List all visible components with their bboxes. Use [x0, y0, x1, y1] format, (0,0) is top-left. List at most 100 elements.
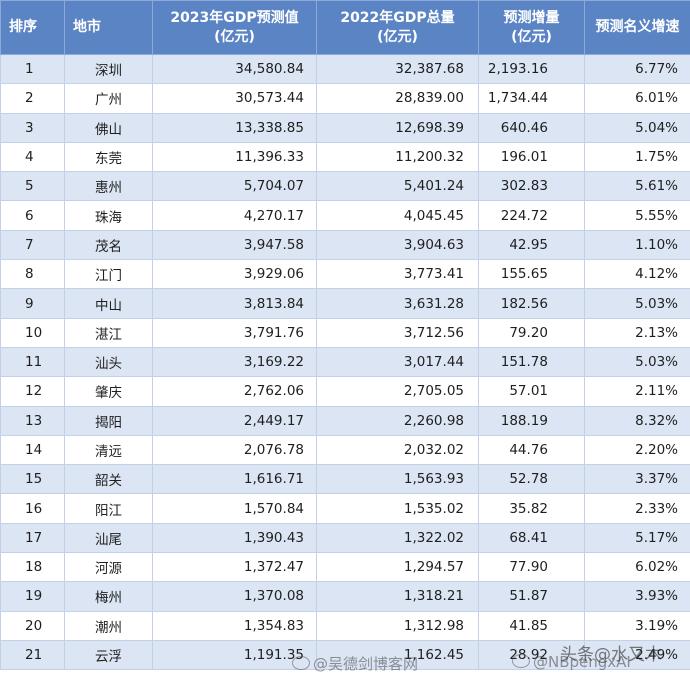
- cell-increase: 42.95: [478, 229, 585, 261]
- header-gdp2023: 2023年GDP预测值 (亿元): [152, 0, 317, 55]
- header-rank: 排序: [0, 0, 65, 55]
- cell-growth: 2.49%: [584, 639, 690, 671]
- weibo-logo-icon: [512, 654, 530, 668]
- cell-gdp2022: 3,904.63: [316, 229, 479, 261]
- cell-rank: 10: [0, 317, 65, 348]
- cell-increase: 44.76: [478, 434, 585, 466]
- cell-increase: 51.87: [478, 581, 585, 612]
- cell-rank: 6: [0, 200, 65, 231]
- cell-rank: 11: [0, 346, 65, 378]
- cell-increase: 35.82: [478, 493, 585, 524]
- cell-city: 中山: [64, 288, 153, 319]
- cell-rank: 18: [0, 552, 65, 583]
- cell-city: 深圳: [64, 53, 153, 85]
- table-row: 14 清远 2,076.78 2,032.02 44.76 2.20%: [0, 434, 690, 466]
- header-gdp2022-line2: (亿元): [377, 28, 418, 45]
- cell-growth: 1.10%: [584, 229, 690, 261]
- cell-gdp2022: 1,318.21: [316, 581, 479, 612]
- cell-increase: 196.01: [478, 141, 585, 173]
- cell-city: 湛江: [64, 317, 153, 348]
- cell-city: 广州: [64, 83, 153, 114]
- cell-rank: 17: [0, 522, 65, 554]
- cell-gdp2022: 1,322.02: [316, 522, 479, 554]
- cell-gdp2023: 1,616.71: [152, 464, 317, 495]
- cell-city: 惠州: [64, 171, 153, 202]
- header-gdp2022-line1: 2022年GDP总量: [340, 9, 455, 26]
- weibo-watermark-center: @吴德剑博客网: [292, 653, 418, 674]
- cell-gdp2022: 32,387.68: [316, 53, 479, 85]
- table-row: 13 揭阳 2,449.17 2,260.98 188.19 8.32%: [0, 405, 690, 436]
- cell-gdp2023: 1,570.84: [152, 493, 317, 524]
- header-gdp2023-line2: (亿元): [214, 28, 255, 45]
- toutiao-watermark: 头条@水又木: [560, 645, 662, 665]
- table-row: 10 湛江 3,791.76 3,712.56 79.20 2.13%: [0, 317, 690, 348]
- cell-city: 汕尾: [64, 522, 153, 554]
- cell-city: 珠海: [64, 200, 153, 231]
- cell-increase: 188.19: [478, 405, 585, 436]
- cell-gdp2023: 2,076.78: [152, 434, 317, 466]
- cell-rank: 5: [0, 171, 65, 202]
- cell-increase: 1,734.44: [478, 83, 585, 114]
- weibo-watermark-center-text: @吴德剑博客网: [313, 655, 419, 673]
- table-row: 16 阳江 1,570.84 1,535.02 35.82 2.33%: [0, 493, 690, 524]
- cell-gdp2023: 5,704.07: [152, 171, 317, 202]
- cell-city: 清远: [64, 434, 153, 466]
- header-increase: 预测增量 (亿元): [478, 0, 585, 55]
- cell-increase: 2,193.16: [478, 53, 585, 85]
- cell-gdp2023: 13,338.85: [152, 112, 317, 143]
- table-row: 3 佛山 13,338.85 12,698.39 640.46 5.04%: [0, 112, 690, 143]
- table-row: 1 深圳 34,580.84 32,387.68 2,193.16 6.77%: [0, 53, 690, 85]
- table-row: 15 韶关 1,616.71 1,563.93 52.78 3.37%: [0, 464, 690, 495]
- cell-gdp2022: 1,294.57: [316, 552, 479, 583]
- cell-growth: 2.13%: [584, 317, 690, 348]
- cell-increase: 79.20: [478, 317, 585, 348]
- cell-gdp2023: 2,762.06: [152, 376, 317, 407]
- header-increase-line1: 预测增量: [503, 9, 560, 26]
- cell-gdp2022: 1,563.93: [316, 464, 479, 495]
- cell-growth: 5.03%: [584, 346, 690, 378]
- table-row: 9 中山 3,813.84 3,631.28 182.56 5.03%: [0, 288, 690, 319]
- cell-increase: 302.83: [478, 171, 585, 202]
- table-row: 17 汕尾 1,390.43 1,322.02 68.41 5.17%: [0, 522, 690, 554]
- cell-rank: 16: [0, 493, 65, 524]
- cell-gdp2022: 1,162.45: [316, 639, 479, 671]
- header-city: 地市: [64, 0, 153, 55]
- cell-gdp2023: 34,580.84: [152, 53, 317, 85]
- cell-gdp2022: 3,631.28: [316, 288, 479, 319]
- cell-growth: 6.01%: [584, 83, 690, 114]
- cell-growth: 4.12%: [584, 259, 690, 290]
- cell-growth: 3.93%: [584, 581, 690, 612]
- cell-gdp2023: 3,791.76: [152, 317, 317, 348]
- cell-rank: 7: [0, 229, 65, 261]
- table-row: 2 广州 30,573.44 28,839.00 1,734.44 6.01%: [0, 83, 690, 114]
- cell-growth: 2.20%: [584, 434, 690, 466]
- cell-gdp2022: 3,773.41: [316, 259, 479, 290]
- cell-city: 东莞: [64, 141, 153, 173]
- cell-city: 茂名: [64, 229, 153, 261]
- cell-growth: 5.61%: [584, 171, 690, 202]
- cell-city: 揭阳: [64, 405, 153, 436]
- cell-gdp2022: 1,535.02: [316, 493, 479, 524]
- cell-rank: 8: [0, 259, 65, 290]
- cell-city: 云浮: [64, 639, 153, 671]
- cell-gdp2023: 2,449.17: [152, 405, 317, 436]
- cell-increase: 57.01: [478, 376, 585, 407]
- cell-city: 汕头: [64, 346, 153, 378]
- cell-gdp2023: 3,813.84: [152, 288, 317, 319]
- cell-increase: 640.46: [478, 112, 585, 143]
- cell-gdp2022: 11,200.32: [316, 141, 479, 173]
- cell-rank: 3: [0, 112, 65, 143]
- table-row: 4 东莞 11,396.33 11,200.32 196.01 1.75%: [0, 141, 690, 173]
- cell-city: 佛山: [64, 112, 153, 143]
- cell-growth: 5.17%: [584, 522, 690, 554]
- cell-gdp2023: 1,354.83: [152, 610, 317, 641]
- cell-growth: 5.55%: [584, 200, 690, 231]
- header-growth: 预测名义增速: [584, 0, 690, 55]
- header-gdp2023-line1: 2023年GDP预测值: [170, 9, 299, 26]
- cell-growth: 5.04%: [584, 112, 690, 143]
- cell-increase: 41.85: [478, 610, 585, 641]
- cell-city: 潮州: [64, 610, 153, 641]
- cell-gdp2023: 1,390.43: [152, 522, 317, 554]
- table-body: 1 深圳 34,580.84 32,387.68 2,193.16 6.77% 2 广州 30,…: [0, 53, 690, 671]
